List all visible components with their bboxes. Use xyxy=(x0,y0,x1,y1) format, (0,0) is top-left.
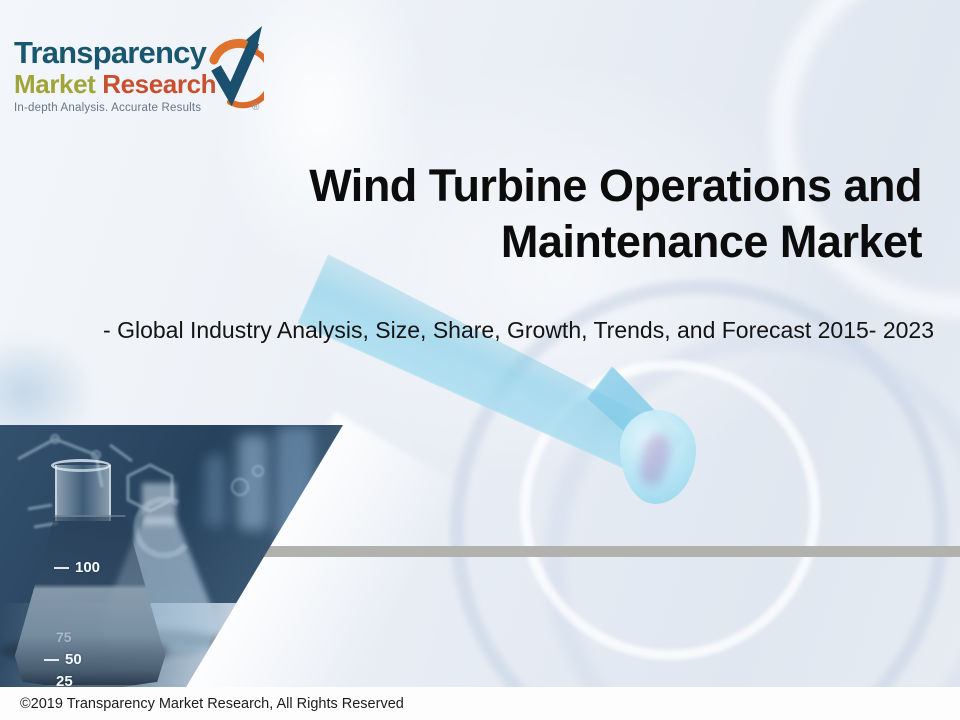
logo-tagline: In-depth Analysis. Accurate Results xyxy=(14,102,202,114)
flask-body xyxy=(14,515,166,687)
tmr-logo: Transparency Market Research In-depth An… xyxy=(14,26,274,114)
footer-bar: ©2019 Transparency Market Research, All … xyxy=(0,687,960,720)
liquid-drop xyxy=(620,410,696,504)
logo-word-market: Market xyxy=(14,69,96,99)
report-title: Wind Turbine Operations and Maintenance … xyxy=(309,158,922,270)
front-flask: 100 75 50 25 xyxy=(10,459,170,687)
graduation-label: 50 xyxy=(65,651,82,668)
svg-text:®: ® xyxy=(252,102,260,113)
blurred-bottle xyxy=(238,435,268,530)
graduation-mark: 25 xyxy=(56,673,73,687)
graduation-mark: 75 xyxy=(56,629,72,645)
graduation-label: 100 xyxy=(75,559,101,576)
logo-wordmark-top: Transparency xyxy=(14,35,207,70)
report-title-line1: Wind Turbine Operations and xyxy=(309,160,922,211)
graduation-tick xyxy=(44,658,59,661)
checkmark-arrow-icon: ® xyxy=(209,26,264,113)
blurred-bottle xyxy=(205,455,225,527)
report-title-line2: Maintenance Market xyxy=(500,216,923,267)
copyright-text: ©2019 Transparency Market Research, All … xyxy=(20,695,404,712)
graduation-label: 25 xyxy=(56,673,73,687)
liquid-drop-streak xyxy=(636,431,674,489)
graduation-mark: 100 xyxy=(54,559,100,576)
divider-line xyxy=(256,546,960,557)
graduation-mark: 50 xyxy=(44,651,82,668)
report-subtitle: - Global Industry Analysis, Size, Share,… xyxy=(103,317,934,343)
graduation-tick xyxy=(54,566,69,569)
logo-wordmark-bottom: Market Research xyxy=(14,70,274,99)
logo-word-research: Research xyxy=(102,69,217,99)
petri-dish-ring xyxy=(520,360,820,660)
graduation-label: 75 xyxy=(56,629,72,645)
background-photo xyxy=(0,0,960,687)
flask-neck xyxy=(55,465,111,521)
